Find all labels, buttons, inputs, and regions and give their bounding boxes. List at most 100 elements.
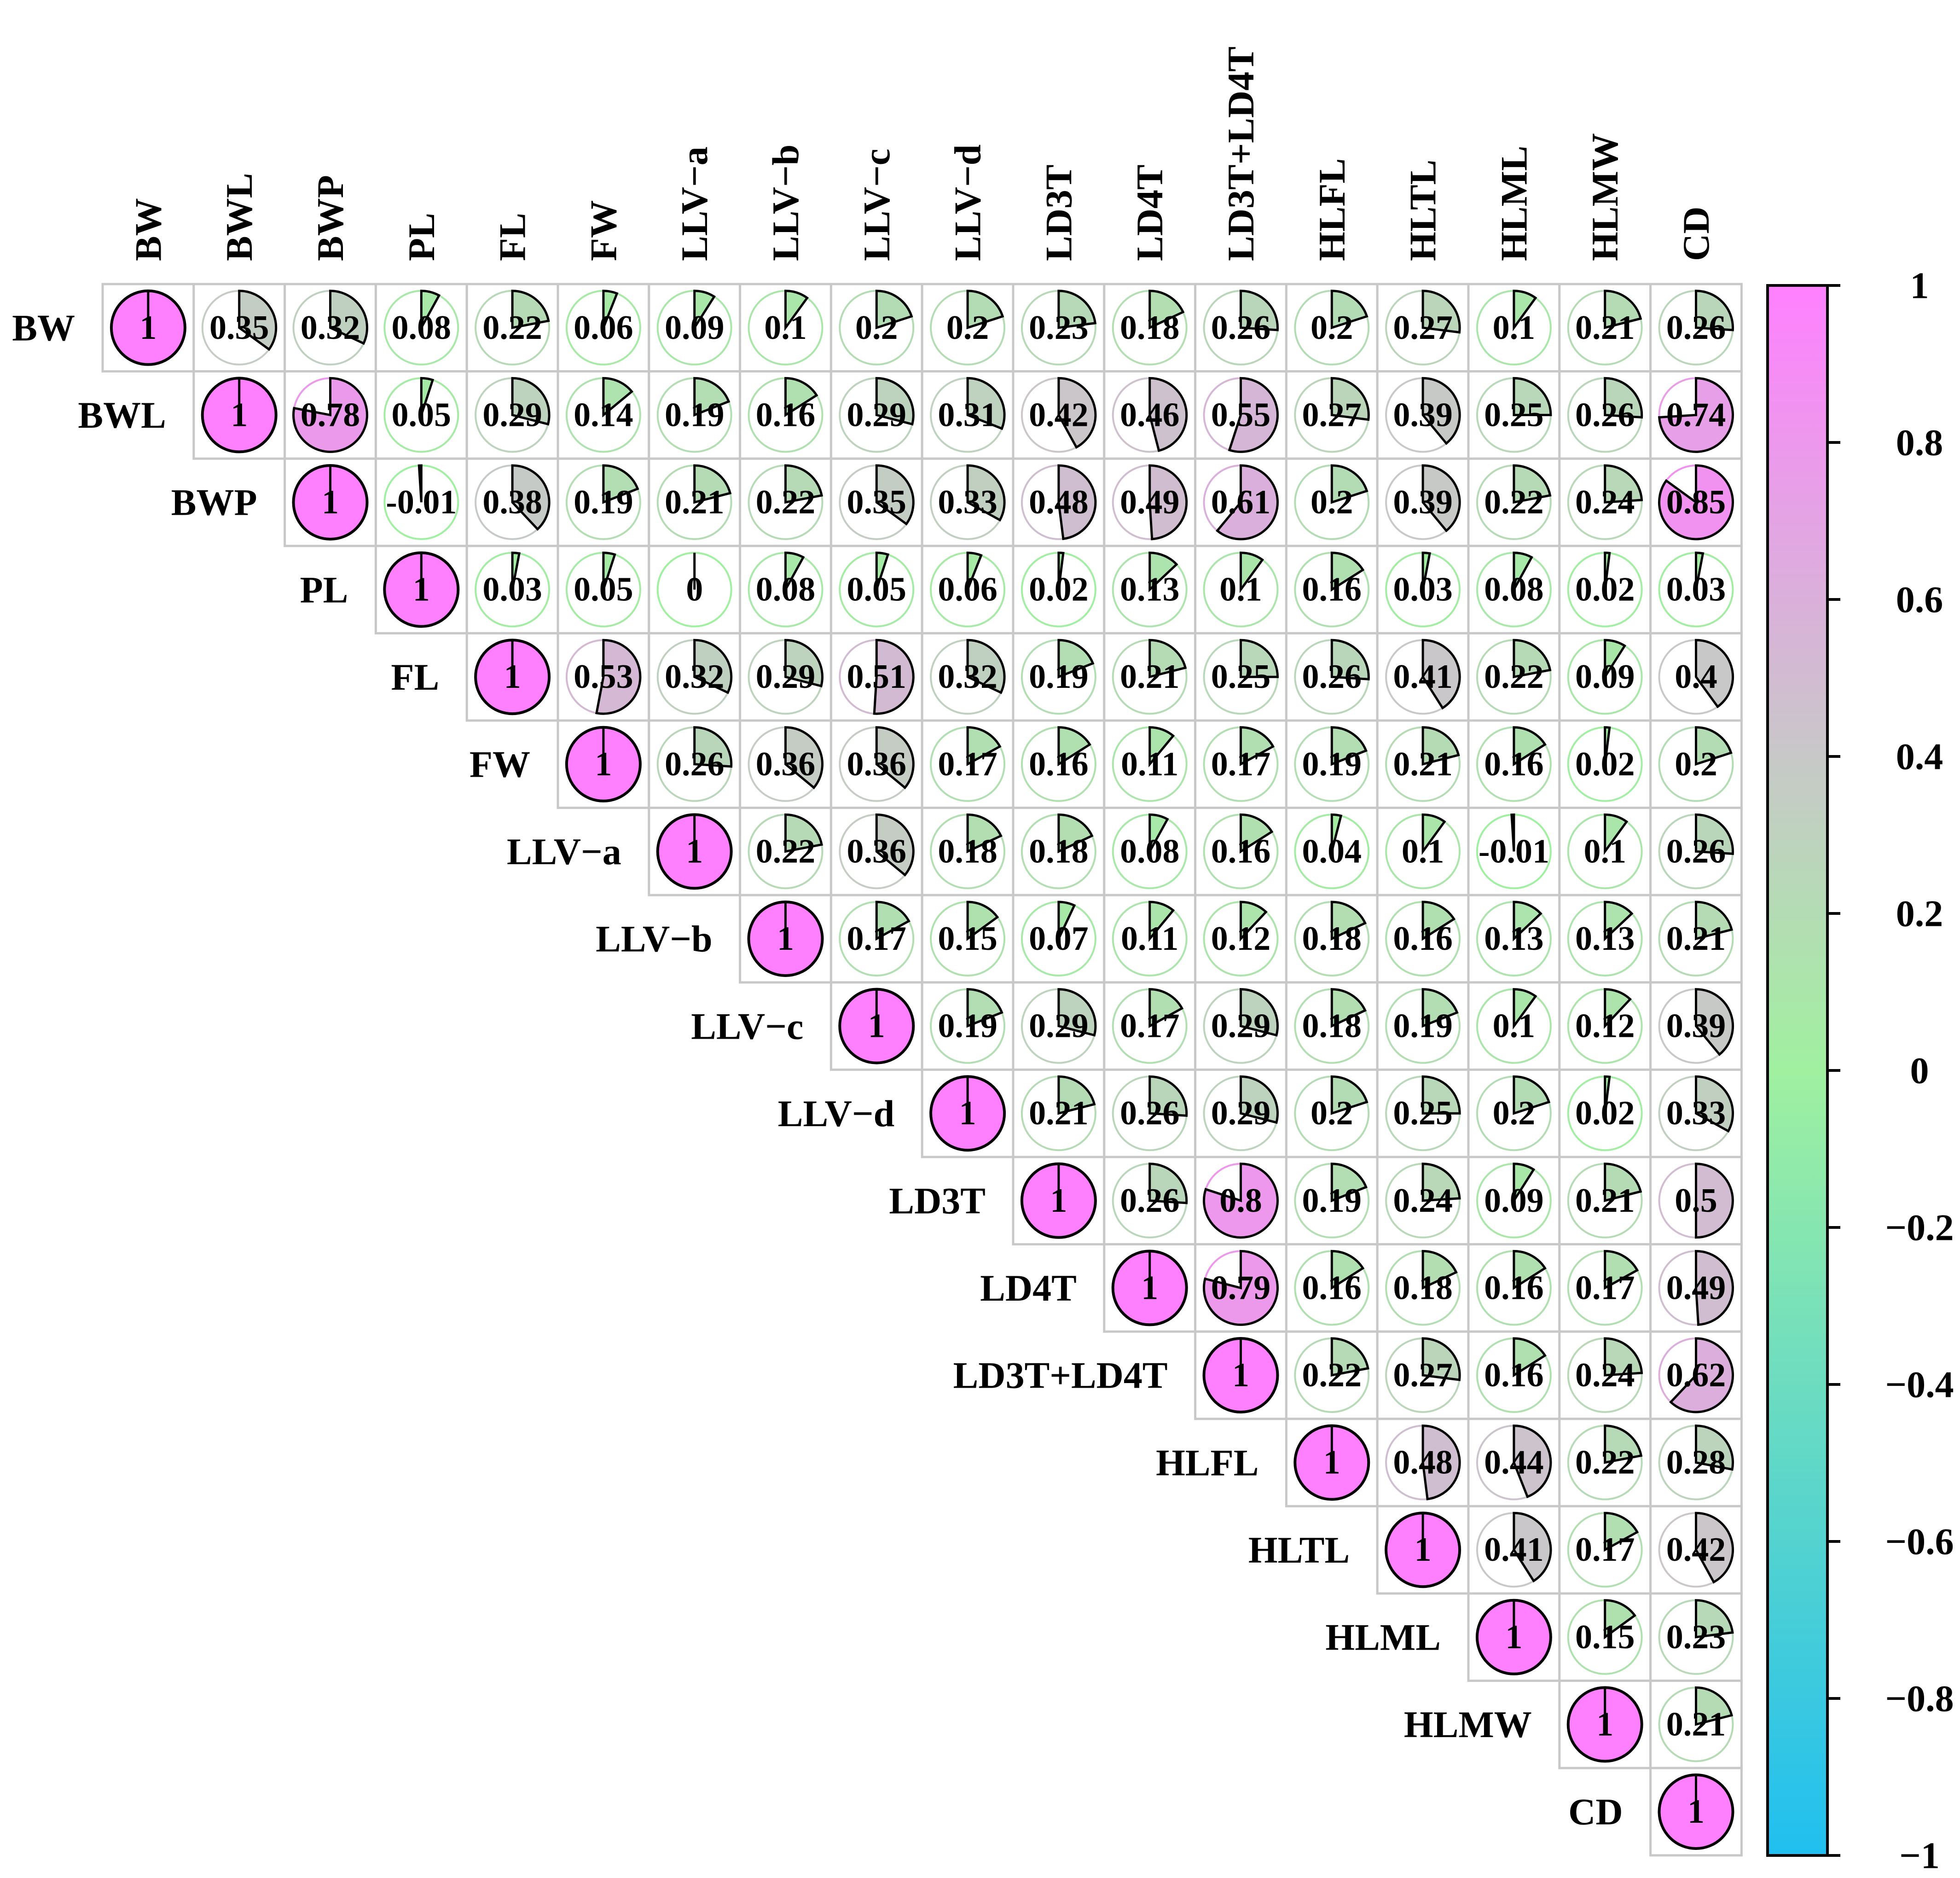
row-label-ld4t: LD4T (980, 1267, 1077, 1309)
cell-llv-d-hlfl: 0.2 (1285, 1068, 1379, 1158)
cell-llv-d-ld4t: 0.26 (1103, 1068, 1197, 1158)
cell-llv-d-hltl: 0.25 (1376, 1068, 1470, 1158)
pie-sector (1695, 1424, 1734, 1471)
pie-sector (1695, 726, 1733, 766)
pie-sector (1604, 639, 1627, 681)
pie-sector (1604, 290, 1642, 330)
pie-sector (1240, 988, 1279, 1037)
row-label-hlfl: HLFL (1156, 1442, 1258, 1483)
pie-sector (1240, 552, 1264, 593)
cell-value: 1 (1323, 1444, 1340, 1482)
cell-value: 1 (777, 920, 794, 958)
pie-sector (1695, 639, 1734, 709)
cell-llv-c-hltl: 0.19 (1376, 981, 1470, 1071)
pie-sector (1513, 1512, 1552, 1583)
pie-sector (1513, 1075, 1551, 1115)
cell-value: 0.17 (1575, 1269, 1635, 1307)
cell-fl-ld3t-ld4t: 0.25 (1194, 632, 1287, 722)
cell-value: 0.85 (1666, 483, 1726, 521)
cell-value: 0.21 (1029, 1094, 1089, 1132)
pie-sector (1513, 988, 1537, 1030)
pie-sector (1057, 464, 1097, 541)
cell-value: 0.1 (764, 309, 807, 347)
cell-value: 0.18 (1029, 832, 1089, 870)
cell-value: 0.27 (1393, 309, 1453, 347)
cell-ld4t-hlml: 0.16 (1467, 1243, 1561, 1333)
col-label-bwp: BWP (309, 175, 351, 261)
col-label-llv-d: LLV−d (947, 145, 989, 261)
pie-sector (420, 377, 435, 416)
cell-value: 0.36 (847, 832, 907, 870)
cell-llv-c-hlmw: 0.12 (1558, 981, 1652, 1071)
pie-sector (1695, 901, 1734, 941)
row-label-ld3t-ld4t: LD3T+LD4T (953, 1355, 1168, 1396)
cell-value: 0.36 (756, 745, 816, 783)
cell-fw-llv-d: 0.17 (921, 719, 1015, 809)
cell-value: 0.26 (1302, 658, 1362, 696)
pie-sector (1513, 1424, 1552, 1499)
cell-pl-hlfl: 0.16 (1285, 545, 1379, 634)
pie-sector (1604, 988, 1632, 1029)
cell-value: 0.11 (1121, 745, 1178, 783)
cell-bw-hltl: 0.27 (1376, 283, 1470, 373)
cell-bwl-bwl: 1 (192, 370, 286, 460)
row-label-bwp: BWP (171, 482, 257, 523)
cell-llv-b-hlml: 0.13 (1467, 894, 1561, 984)
cell-value: 0.25 (1393, 1094, 1453, 1132)
cell-pl-ld3t: 0.02 (1012, 545, 1106, 634)
pie-sector (1215, 464, 1279, 541)
pie-sector (1330, 552, 1365, 592)
row-label-cd: CD (1568, 1791, 1623, 1833)
cell-value: 0.17 (1575, 1531, 1635, 1569)
pie-sector (292, 377, 368, 453)
row-label-hlml: HLML (1325, 1616, 1441, 1658)
cell-value: 0.62 (1666, 1356, 1726, 1394)
pie-sector (1330, 901, 1367, 941)
pie-sector (1148, 1163, 1188, 1204)
cell-value: 0.13 (1484, 920, 1544, 958)
col-label-bwl: BWL (218, 173, 260, 261)
cell-llv-a-llv-a: 1 (648, 807, 742, 896)
pie-sector (1203, 1250, 1279, 1326)
cell-value: 0.17 (1211, 745, 1271, 783)
pie-sector (1421, 1163, 1461, 1202)
pie-sector (1604, 377, 1643, 419)
cell-hltl-hltl: 1 (1376, 1505, 1470, 1595)
cell-pl-llv-c: 0.05 (829, 545, 923, 634)
cell-bwp-llv-d: 0.33 (921, 457, 1015, 547)
cell-value: 1 (413, 571, 430, 609)
row-label-bw: BW (12, 307, 75, 349)
pie-sector (1228, 377, 1279, 453)
row-label-bwl: BWL (78, 394, 166, 436)
cell-value: 0.15 (938, 920, 997, 958)
col-label-pl: PL (400, 213, 442, 261)
cell-pl-hlmw: 0.02 (1558, 545, 1652, 634)
cell-value: 0.21 (665, 483, 725, 521)
cell-llv-c-llv-d: 0.19 (921, 981, 1015, 1071)
pie-sector (1421, 726, 1460, 766)
pie-sector (1421, 901, 1456, 941)
cell-value: 0.08 (1484, 571, 1544, 609)
pie-sector (1604, 1599, 1636, 1640)
cell-value: 0.79 (1211, 1269, 1271, 1307)
pie-sector (875, 552, 890, 590)
cell-value: 0.53 (574, 658, 633, 696)
cell-value: 0.03 (482, 571, 542, 609)
cell-llv-b-llv-b: 1 (739, 894, 832, 984)
pie-sector (1057, 639, 1095, 679)
pie-sector (1057, 552, 1065, 590)
cell-value: 0.27 (1302, 396, 1362, 434)
pie-sector (1148, 464, 1188, 541)
cell-value: 0.24 (1575, 1356, 1635, 1394)
cell-value: 0.22 (1484, 658, 1544, 696)
cell-value: 0.4 (1675, 658, 1717, 696)
pie-sector (1421, 464, 1461, 533)
pie-sector (1604, 726, 1611, 765)
cell-value: 0.25 (1484, 396, 1544, 434)
cell-hltl-hlml: 0.41 (1467, 1505, 1561, 1595)
cell-value: 0.2 (1311, 1094, 1353, 1132)
pie-sector (784, 464, 823, 504)
pie-sector (1669, 1337, 1734, 1413)
cell-value: 0.39 (1393, 483, 1453, 521)
cell-bwp-ld4t: 0.49 (1103, 457, 1197, 547)
